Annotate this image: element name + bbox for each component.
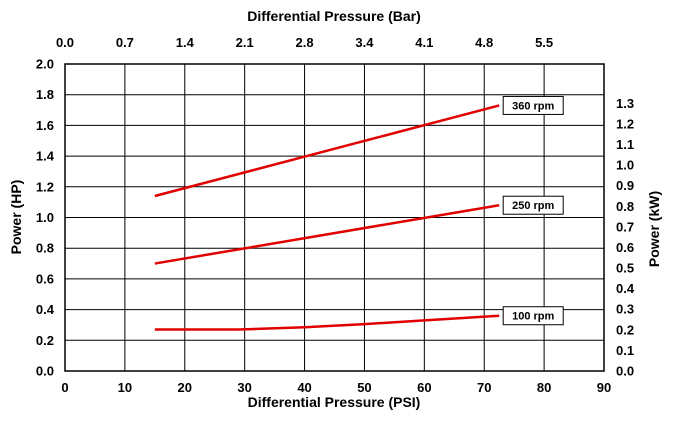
y-tick-label: 0.0 [36, 364, 54, 379]
y2-tick-label: 0.3 [616, 302, 634, 317]
x2-tick-label: 0.0 [56, 35, 74, 50]
y-tick-label: 0.4 [36, 302, 55, 317]
y-tick-label: 2.0 [36, 57, 54, 72]
x2-tick-label: 3.4 [355, 35, 374, 50]
y-tick-label: 1.4 [36, 149, 55, 164]
series-line [154, 104, 500, 198]
series-line [154, 203, 500, 265]
y2-tick-label: 1.0 [616, 158, 634, 173]
x-tick-label: 40 [297, 380, 311, 395]
y2-tick-label: 0.9 [616, 178, 634, 193]
x-tick-label: 20 [178, 380, 192, 395]
series-label-box [502, 306, 564, 326]
x-tick-label: 50 [357, 380, 371, 395]
y-tick-label: 1.8 [36, 87, 54, 102]
x-tick-label: 0 [61, 380, 68, 395]
y2-tick-label: 0.8 [616, 199, 634, 214]
series-label: 250 rpm [512, 200, 554, 212]
y2-tick-label: 1.1 [616, 137, 634, 152]
y2-tick-label: 1.3 [616, 96, 634, 111]
y-tick-label: 1.0 [36, 210, 54, 225]
plot-frame [64, 63, 605, 372]
y2-tick-label: 0.1 [616, 343, 634, 358]
top-x-axis-title: Differential Pressure (Bar) [247, 8, 421, 24]
x2-tick-label: 4.1 [415, 35, 433, 50]
series-label-box [502, 95, 564, 115]
series-lines: 360 rpm 250 rpm 100 rpm [154, 95, 564, 331]
x2-tick-label: 0.7 [116, 35, 134, 50]
x-tick-label: 60 [417, 380, 431, 395]
series-label: 100 rpm [512, 311, 554, 323]
right-y-axis-title: Power (kW) [646, 191, 662, 267]
x2-tick-label: 2.1 [236, 35, 254, 50]
x-tick-label: 80 [537, 380, 551, 395]
y2-tick-label: 0.6 [616, 240, 634, 255]
y-tick-label: 0.6 [36, 271, 54, 286]
x2-tick-label: 2.8 [296, 35, 314, 50]
x2-tick-label: 4.8 [475, 35, 493, 50]
y2-tick-label: 1.2 [616, 116, 634, 131]
y2-tick-label: 0.7 [616, 219, 634, 234]
x-tick-label: 90 [597, 380, 611, 395]
y-axis-title: Power (HP) [8, 180, 24, 255]
series-line [154, 314, 500, 331]
x-tick-label: 10 [118, 380, 132, 395]
x-axis-title: Differential Pressure (PSI) [248, 394, 421, 410]
y-tick-label: 0.8 [36, 241, 54, 256]
y2-tick-label: 0.5 [616, 261, 634, 276]
y2-tick-label: 0.4 [616, 281, 635, 296]
y-tick-label: 1.2 [36, 179, 54, 194]
y2-tick-label: 0.0 [616, 364, 634, 379]
x-tick-label: 30 [237, 380, 251, 395]
y-tick-label: 0.2 [36, 333, 54, 348]
y-tick-label: 1.6 [36, 118, 54, 133]
series-label: 360 rpm [512, 100, 554, 112]
tick-labels: 0 10 20 30 40 50 60 70 80 90 0.0 0.7 1.4 2.1 2.8 3.4 4.1… [36, 35, 635, 395]
series-label-box [502, 195, 564, 215]
y2-tick-label: 0.2 [616, 322, 634, 337]
x2-tick-label: 5.5 [535, 35, 553, 50]
x2-tick-label: 1.4 [176, 35, 195, 50]
x-tick-label: 70 [477, 380, 491, 395]
